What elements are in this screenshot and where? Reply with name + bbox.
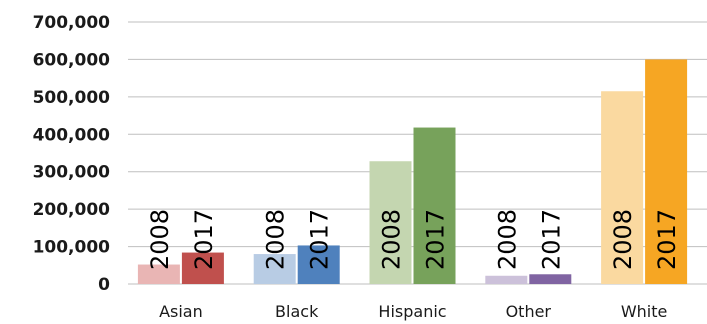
bar-label-2008: 2008	[493, 209, 521, 270]
bar-label-2017: 2017	[190, 209, 218, 270]
bar-label-2008: 2008	[609, 209, 637, 270]
bar-label-2008: 2008	[146, 209, 174, 270]
bar-white-2008	[601, 91, 644, 284]
y-tick-label: 100,000	[33, 238, 111, 258]
y-axis: 0 100,000 200,000 300,000 400,000 500,000 600,…	[33, 13, 111, 295]
bar-hispanic-2017	[413, 127, 456, 284]
bar-label-2017: 2017	[422, 209, 450, 270]
y-tick-label: 200,000	[33, 200, 111, 220]
bar-black-2017	[297, 245, 340, 284]
y-tick-label: 300,000	[33, 163, 111, 183]
y-tick-label: 700,000	[33, 13, 111, 33]
bar-label-2008: 2008	[262, 209, 290, 270]
category-label-black: Black	[275, 302, 319, 321]
bar-other-2017	[529, 274, 572, 284]
x-axis: Asian Black Hispanic Other White	[159, 302, 667, 321]
category-label-hispanic: Hispanic	[378, 302, 446, 321]
bars: 2008 2017 2008 2017 2008 2017 2008 2017 2008 2017	[137, 59, 688, 284]
bar-hispanic-2008	[369, 161, 412, 284]
bar-asian-2008	[137, 264, 180, 284]
bar-label-2008: 2008	[378, 209, 406, 270]
bar-asian-2017	[181, 252, 224, 284]
bar-other-2008	[485, 275, 528, 284]
y-tick-label: 0	[98, 275, 110, 295]
category-label-asian: Asian	[159, 302, 203, 321]
y-tick-label: 500,000	[33, 88, 111, 108]
category-label-white: White	[621, 302, 668, 321]
y-tick-label: 600,000	[33, 50, 111, 70]
bar-label-2017: 2017	[306, 209, 334, 270]
bar-white-2017	[645, 59, 688, 284]
y-tick-label: 400,000	[33, 125, 111, 145]
bar-black-2008	[253, 254, 296, 284]
category-label-other: Other	[506, 302, 552, 321]
bar-label-2017: 2017	[537, 209, 565, 270]
bar-label-2017: 2017	[653, 209, 681, 270]
